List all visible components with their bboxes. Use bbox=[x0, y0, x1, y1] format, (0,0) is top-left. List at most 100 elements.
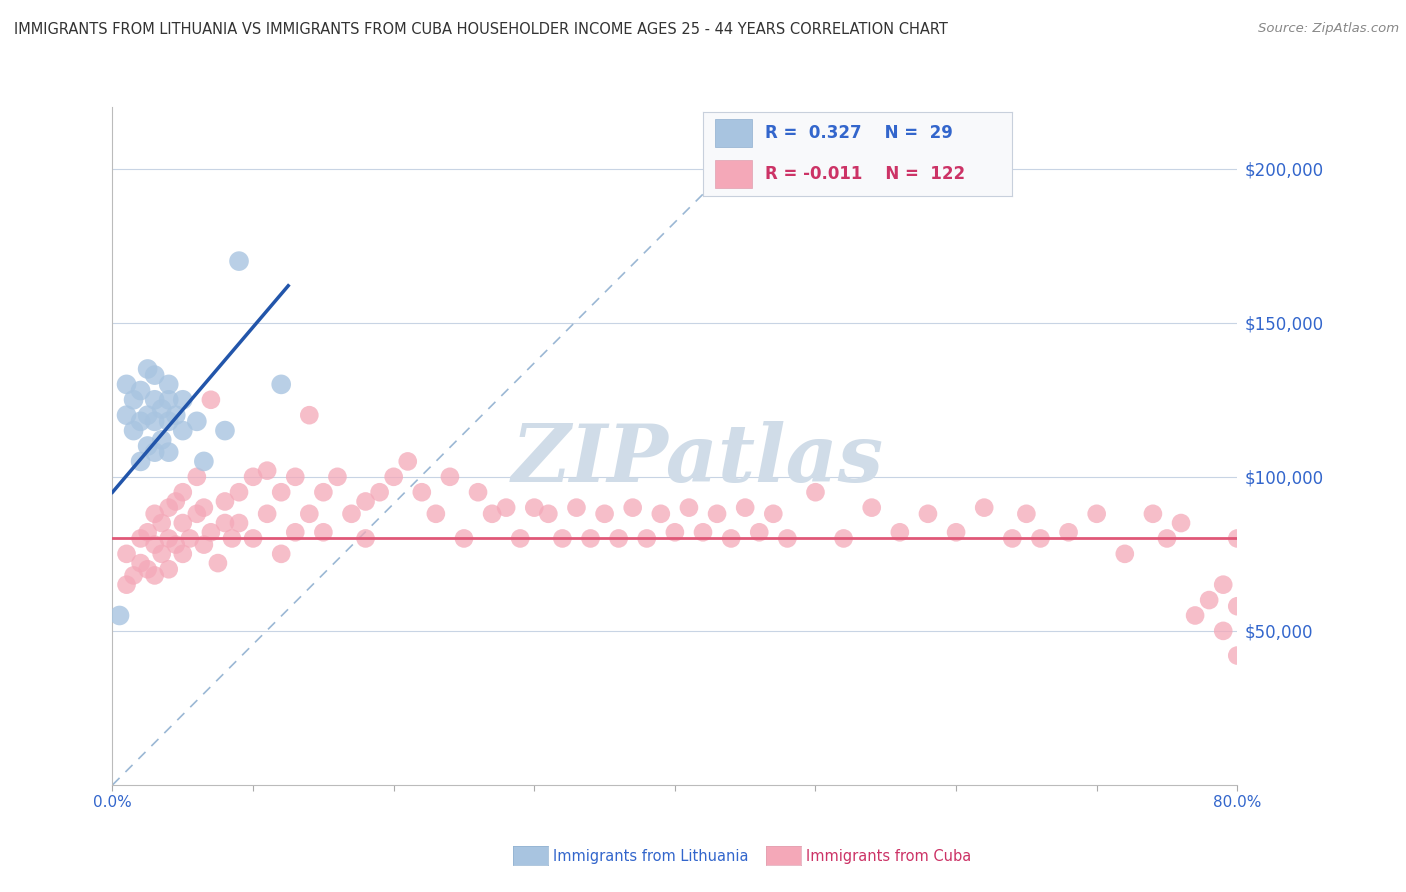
Point bbox=[1085, 507, 1108, 521]
Point bbox=[143, 507, 166, 521]
Point bbox=[157, 414, 180, 428]
Point bbox=[917, 507, 939, 521]
Point bbox=[179, 532, 201, 546]
Point bbox=[157, 445, 180, 459]
Point bbox=[165, 538, 187, 552]
Point bbox=[692, 525, 714, 540]
Point bbox=[1170, 516, 1192, 530]
Point bbox=[1015, 507, 1038, 521]
Point bbox=[1029, 532, 1052, 546]
Point bbox=[172, 485, 194, 500]
Point bbox=[551, 532, 574, 546]
Point bbox=[186, 507, 208, 521]
Text: IMMIGRANTS FROM LITHUANIA VS IMMIGRANTS FROM CUBA HOUSEHOLDER INCOME AGES 25 - 4: IMMIGRANTS FROM LITHUANIA VS IMMIGRANTS … bbox=[14, 22, 948, 37]
Point bbox=[136, 439, 159, 453]
Point bbox=[860, 500, 883, 515]
Point bbox=[115, 408, 138, 422]
Point bbox=[284, 525, 307, 540]
Point bbox=[242, 470, 264, 484]
Point bbox=[326, 470, 349, 484]
Point bbox=[1114, 547, 1136, 561]
Point bbox=[157, 562, 180, 576]
Point bbox=[214, 516, 236, 530]
Point bbox=[129, 414, 152, 428]
Point bbox=[186, 414, 208, 428]
Point bbox=[157, 377, 180, 392]
FancyBboxPatch shape bbox=[716, 160, 752, 188]
Point bbox=[143, 538, 166, 552]
Point bbox=[200, 525, 222, 540]
Point bbox=[270, 547, 292, 561]
Point bbox=[621, 500, 644, 515]
Point bbox=[242, 532, 264, 546]
Point bbox=[776, 532, 799, 546]
Point bbox=[143, 392, 166, 407]
Point bbox=[495, 500, 517, 515]
Point bbox=[186, 470, 208, 484]
Point bbox=[1226, 648, 1249, 663]
Point bbox=[354, 494, 377, 508]
Point bbox=[1184, 608, 1206, 623]
Point bbox=[284, 470, 307, 484]
Point bbox=[150, 433, 173, 447]
Point bbox=[523, 500, 546, 515]
Point bbox=[973, 500, 995, 515]
Point bbox=[214, 424, 236, 438]
Point bbox=[122, 392, 145, 407]
Point bbox=[453, 532, 475, 546]
Text: R = -0.011    N =  122: R = -0.011 N = 122 bbox=[765, 165, 965, 183]
Point bbox=[579, 532, 602, 546]
Point bbox=[193, 500, 215, 515]
Point bbox=[537, 507, 560, 521]
Point bbox=[143, 414, 166, 428]
Point bbox=[115, 377, 138, 392]
Point bbox=[354, 532, 377, 546]
Point bbox=[481, 507, 503, 521]
Point bbox=[270, 377, 292, 392]
Point bbox=[832, 532, 855, 546]
Point bbox=[748, 525, 770, 540]
Point bbox=[509, 532, 531, 546]
Point bbox=[298, 507, 321, 521]
Point bbox=[565, 500, 588, 515]
Point bbox=[1212, 577, 1234, 591]
Point bbox=[221, 532, 243, 546]
Point bbox=[1001, 532, 1024, 546]
Point bbox=[122, 424, 145, 438]
Point bbox=[150, 516, 173, 530]
Point bbox=[706, 507, 728, 521]
Point bbox=[129, 454, 152, 468]
Point bbox=[256, 464, 278, 478]
Point bbox=[439, 470, 461, 484]
Point bbox=[1212, 624, 1234, 638]
Point bbox=[165, 408, 187, 422]
Point bbox=[172, 516, 194, 530]
Text: Immigrants from Cuba: Immigrants from Cuba bbox=[806, 849, 972, 863]
Point bbox=[664, 525, 686, 540]
Text: Source: ZipAtlas.com: Source: ZipAtlas.com bbox=[1258, 22, 1399, 36]
Point bbox=[945, 525, 967, 540]
Point bbox=[467, 485, 489, 500]
Point bbox=[136, 408, 159, 422]
Point bbox=[214, 494, 236, 508]
Point bbox=[312, 485, 335, 500]
Point bbox=[1198, 593, 1220, 607]
Point bbox=[157, 392, 180, 407]
Point bbox=[762, 507, 785, 521]
Point bbox=[228, 516, 250, 530]
Point bbox=[396, 454, 419, 468]
Point bbox=[115, 547, 138, 561]
Text: Immigrants from Lithuania: Immigrants from Lithuania bbox=[553, 849, 748, 863]
Point bbox=[228, 254, 250, 268]
Point bbox=[129, 384, 152, 398]
Text: ZIPatlas: ZIPatlas bbox=[512, 421, 883, 499]
Point bbox=[172, 547, 194, 561]
Point bbox=[256, 507, 278, 521]
Point bbox=[136, 362, 159, 376]
Point bbox=[1142, 507, 1164, 521]
Point bbox=[207, 556, 229, 570]
Point bbox=[157, 532, 180, 546]
Point bbox=[298, 408, 321, 422]
Point bbox=[804, 485, 827, 500]
Point bbox=[143, 368, 166, 383]
